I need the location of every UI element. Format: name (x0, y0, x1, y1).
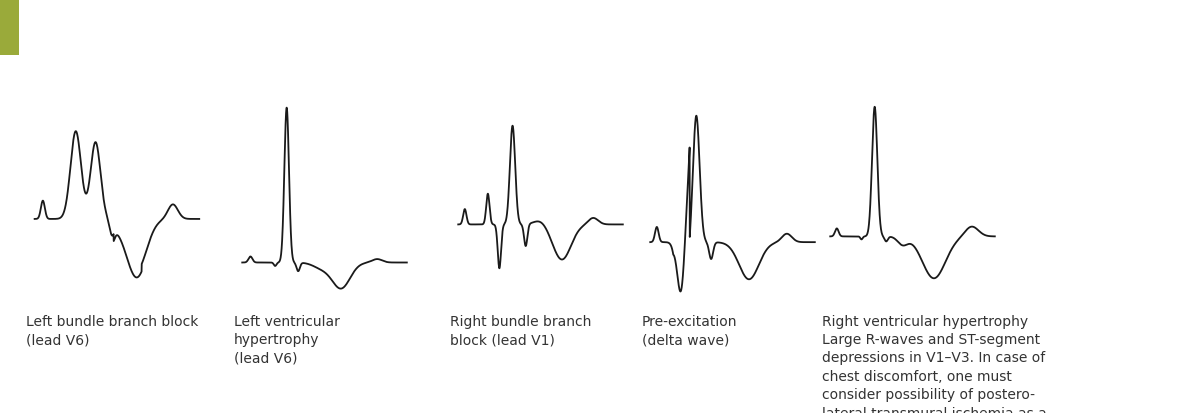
Text: Left bundle branch block
(lead V6): Left bundle branch block (lead V6) (26, 314, 199, 346)
Text: Secondary repolarization abnormalities (secondary ST- and T-wave changes): Secondary repolarization abnormalities (… (24, 19, 694, 37)
Bar (0, 0, 19, 56)
Text: Left ventricular
hypertrophy
(lead V6): Left ventricular hypertrophy (lead V6) (234, 314, 340, 365)
Text: Right bundle branch
block (lead V1): Right bundle branch block (lead V1) (450, 314, 592, 346)
Text: Right ventricular hypertrophy
Large R-waves and ST-segment
depressions in V1–V3.: Right ventricular hypertrophy Large R-wa… (822, 314, 1046, 413)
Text: Pre-excitation
(delta wave): Pre-excitation (delta wave) (642, 314, 738, 346)
